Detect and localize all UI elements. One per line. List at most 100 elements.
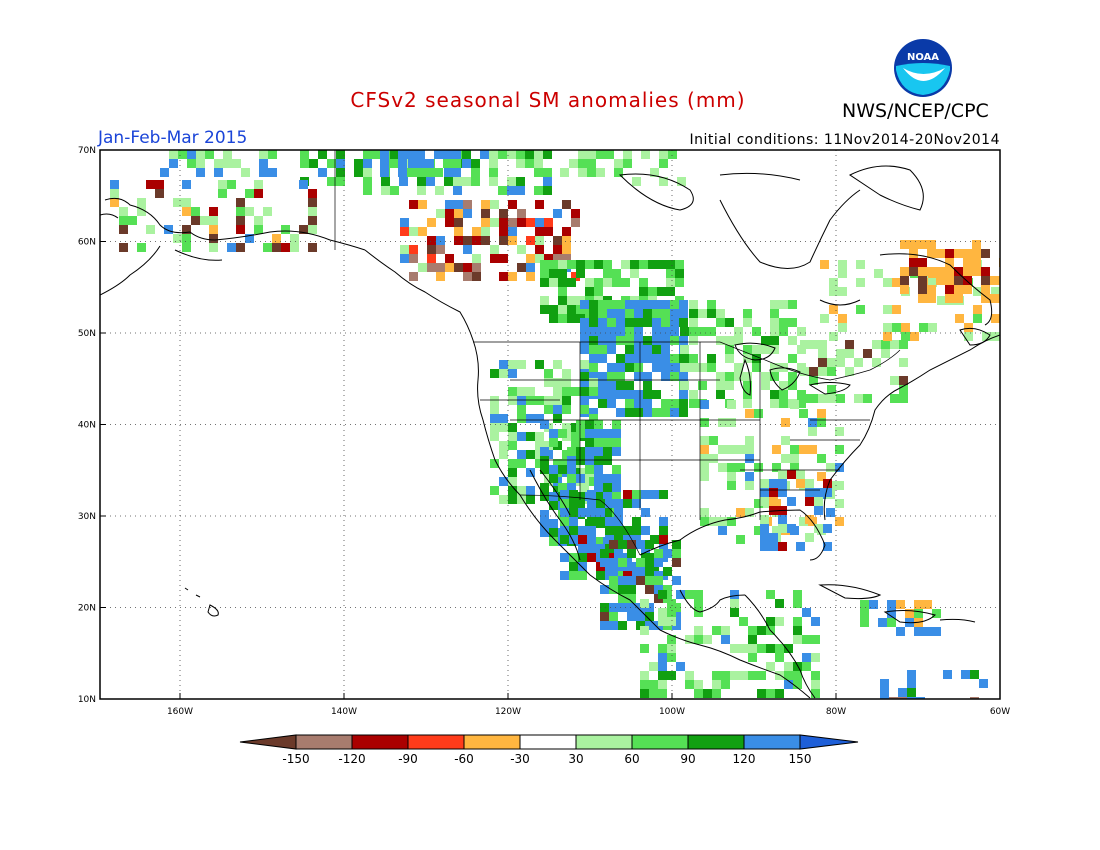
anomaly-cell	[634, 363, 643, 372]
anomaly-cell	[817, 418, 826, 427]
anomaly-cell	[549, 269, 558, 278]
anomaly-cell	[389, 159, 398, 168]
anomaly-cell	[618, 585, 627, 594]
anomaly-cell	[914, 627, 923, 636]
anomaly-cell	[543, 168, 552, 177]
anomaly-cell	[770, 390, 779, 399]
anomaly-cell	[623, 535, 632, 544]
anomaly-cell	[790, 445, 799, 454]
anomaly-cell	[648, 260, 657, 269]
anomaly-cell	[187, 159, 196, 168]
anomaly-cell	[562, 369, 571, 378]
anomaly-cell	[576, 269, 585, 278]
anomaly-cell	[227, 243, 236, 252]
anomaly-cell	[945, 294, 954, 303]
anomaly-cell	[400, 254, 409, 263]
anomaly-cell	[490, 486, 499, 495]
anomaly-cell	[594, 447, 603, 456]
anomaly-cell	[778, 479, 787, 488]
anomaly-cell	[694, 590, 703, 599]
anomaly-cell	[725, 345, 734, 354]
anomaly-cell	[236, 198, 245, 207]
anomaly-cell	[640, 644, 649, 653]
anomaly-cell	[526, 396, 535, 405]
anomaly-cell	[954, 294, 963, 303]
anomaly-cell	[878, 618, 887, 627]
anomaly-cell	[923, 600, 932, 609]
anomaly-cell	[425, 168, 434, 177]
anomaly-cell	[658, 617, 667, 626]
anomaly-cell	[535, 432, 544, 441]
anomaly-cell	[805, 515, 814, 524]
anomaly-cell	[636, 567, 645, 576]
anomaly-cell	[659, 490, 668, 499]
anomaly-cell	[621, 278, 630, 287]
anomaly-cell	[507, 150, 516, 159]
anomaly-cell	[745, 409, 754, 418]
anomaly-cell	[526, 272, 535, 281]
anomaly-cell	[614, 571, 623, 580]
anomaly-cell	[727, 472, 736, 481]
anomaly-cell	[659, 535, 668, 544]
anomaly-cell	[499, 272, 508, 281]
anomaly-cell	[869, 600, 878, 609]
anomaly-cell	[627, 585, 636, 594]
anomaly-cell	[562, 227, 571, 236]
anomaly-cell	[580, 300, 589, 309]
anomaly-cell	[618, 540, 627, 549]
anomaly-cell	[910, 332, 919, 341]
anomaly-cell	[909, 249, 918, 258]
anomaly-cell	[607, 390, 616, 399]
anomaly-cell	[880, 679, 889, 688]
anomaly-cell	[600, 621, 609, 630]
anomaly-cell	[727, 400, 736, 409]
anomaly-cell	[594, 456, 603, 465]
anomaly-cell	[182, 198, 191, 207]
anomaly-cell	[769, 497, 778, 506]
anomaly-cell	[661, 345, 670, 354]
anomaly-cell	[218, 180, 227, 189]
anomaly-cell	[654, 585, 663, 594]
anomaly-cell	[594, 260, 603, 269]
anomaly-cell	[534, 159, 543, 168]
anomaly-cell	[770, 372, 779, 381]
anomaly-cell	[187, 150, 196, 159]
anomaly-cell	[471, 168, 480, 177]
anomaly-cell	[534, 150, 543, 159]
anomaly-cell	[182, 243, 191, 252]
anomaly-cell	[972, 240, 981, 249]
anomaly-cell	[578, 159, 587, 168]
anomaly-cell	[543, 177, 552, 186]
anomaly-cell	[650, 535, 659, 544]
anomaly-cell	[434, 150, 443, 159]
anomaly-cell	[845, 349, 854, 358]
anomaly-cell	[517, 263, 526, 272]
anomaly-cell	[809, 376, 818, 385]
anomaly-cell	[718, 418, 727, 427]
anomaly-cell	[909, 267, 918, 276]
anomaly-cell	[589, 372, 598, 381]
anomaly-cell	[589, 300, 598, 309]
anomaly-cell	[218, 189, 227, 198]
anomaly-cell	[173, 234, 182, 243]
anomaly-cell	[645, 621, 654, 630]
anomaly-cell	[680, 363, 689, 372]
colorbar-segment	[463, 734, 521, 750]
anomaly-cell	[829, 287, 838, 296]
anomaly-cell	[654, 549, 663, 558]
anomaly-cell	[887, 600, 896, 609]
anomaly-cell	[517, 432, 526, 441]
anomaly-cell	[209, 243, 218, 252]
anomaly-cell	[700, 517, 709, 526]
anomaly-cell	[571, 272, 580, 281]
anomaly-cell	[716, 336, 725, 345]
anomaly-cell	[648, 287, 657, 296]
anomaly-cell	[772, 526, 781, 535]
anomaly-cell	[607, 399, 616, 408]
anomaly-cell	[562, 245, 571, 254]
anomaly-cell	[700, 463, 709, 472]
anomaly-cell	[784, 662, 793, 671]
anomaly-cell	[854, 358, 863, 367]
anomaly-cell	[578, 562, 587, 571]
anomaly-cell	[336, 168, 345, 177]
